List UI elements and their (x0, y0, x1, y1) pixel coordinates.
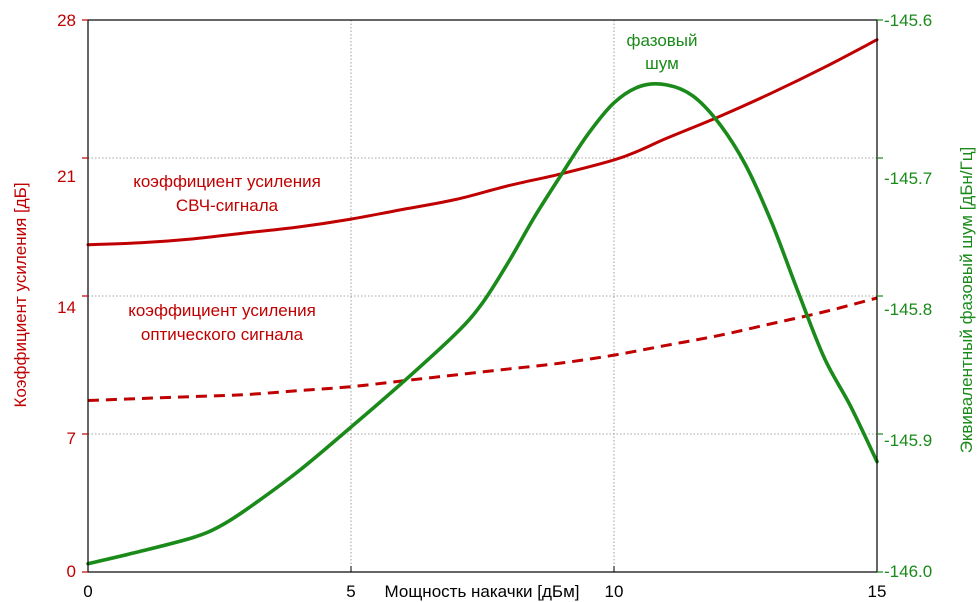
y-left-tick-label: 7 (67, 429, 76, 448)
y-left-tick-label: 0 (67, 562, 76, 581)
y-left-tick-label: 14 (57, 298, 76, 317)
annotation-optical-gain-line1: коэффициент усиления (128, 301, 316, 320)
annotation-rf-gain-line2: СВЧ-сигнала (176, 196, 279, 215)
series-line-phase-noise (86, 82, 879, 566)
series-line-optical-gain (87, 296, 878, 402)
y-right-tick-label: -145.6 (884, 11, 932, 30)
annotation-phase-noise-line2: шум (645, 54, 679, 73)
plot-frame (87, 19, 878, 573)
x-tick-label: 5 (346, 582, 355, 601)
annotation-rf-gain-line1: коэффициент усиления (133, 172, 321, 191)
x-tick-label: 15 (868, 582, 887, 601)
grid-lines (88, 20, 877, 572)
x-tick-label: 10 (605, 582, 624, 601)
y-left-tick-label: 28 (57, 11, 76, 30)
y-right-tick-label: -145.7 (884, 169, 932, 188)
y-right-tick-label: -145.9 (884, 431, 932, 450)
x-axis-label: Мощность накачки [дБм] (385, 582, 580, 601)
tick-marks (82, 19, 883, 573)
y-right-tick-label: -145.8 (884, 300, 932, 319)
x-tick-label: 0 (83, 582, 92, 601)
y-left-axis-label: Коэффициент усиления [дБ] (11, 182, 30, 407)
annotation-optical-gain-line2: оптического сигнала (141, 325, 304, 344)
series-layer (86, 38, 879, 566)
series-line-rf-gain (86, 38, 879, 247)
y-right-tick-label: -146.0 (884, 562, 932, 581)
y-right-axis-label: Эквивалентный фазовый шум [дБн/Гц] (957, 147, 976, 454)
y-left-tick-label: 21 (57, 167, 76, 186)
annotation-phase-noise-line1: фазовый (626, 31, 697, 50)
